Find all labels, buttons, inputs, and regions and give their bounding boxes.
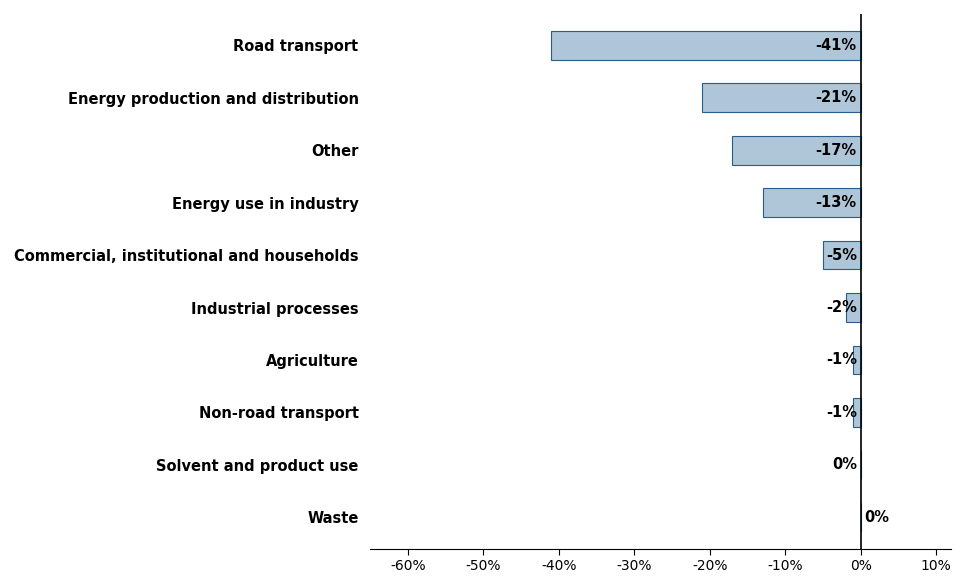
Bar	[853, 346, 861, 375]
Bar	[551, 31, 861, 60]
Text: 0%: 0%	[865, 510, 890, 525]
Text: 0%: 0%	[832, 457, 857, 473]
Bar	[823, 241, 861, 269]
Text: -1%: -1%	[826, 352, 857, 367]
Text: -13%: -13%	[815, 195, 857, 210]
Bar	[762, 188, 861, 217]
Bar	[703, 83, 861, 112]
Bar	[845, 293, 861, 322]
Text: -17%: -17%	[815, 143, 857, 158]
Text: -1%: -1%	[826, 405, 857, 420]
Bar	[853, 398, 861, 427]
Text: -2%: -2%	[826, 300, 857, 315]
Text: -41%: -41%	[815, 38, 857, 53]
Bar	[732, 136, 861, 164]
Text: -5%: -5%	[826, 248, 857, 262]
Text: -21%: -21%	[815, 90, 857, 105]
